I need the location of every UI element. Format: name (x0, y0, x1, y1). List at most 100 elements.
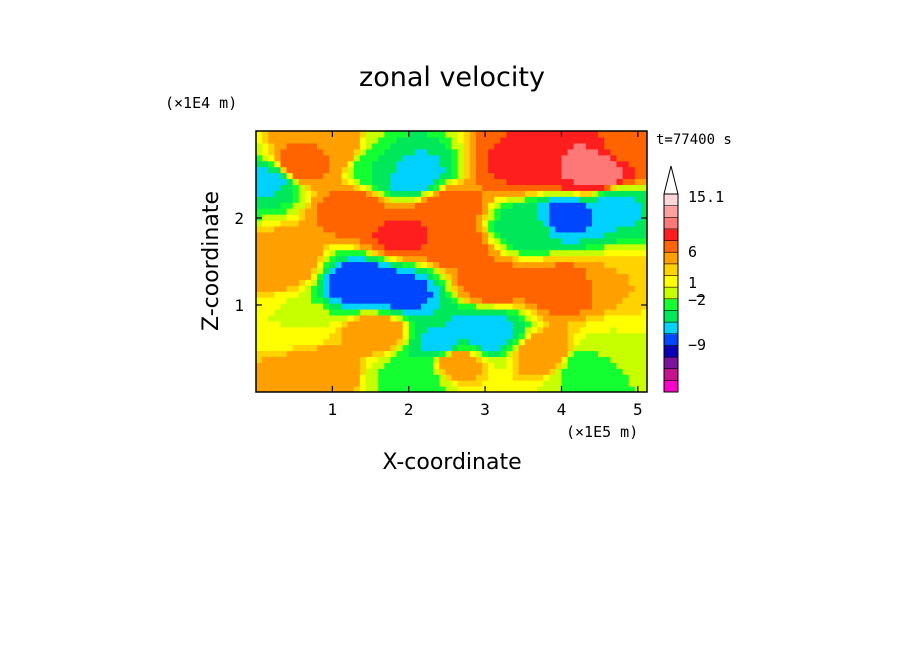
heatmap-cell (304, 178, 312, 185)
heatmap-cell (323, 362, 330, 369)
heatmap-cell (384, 314, 392, 322)
heatmap-cell (488, 202, 495, 209)
heatmap-cell (488, 154, 495, 162)
heatmap-cell (451, 362, 459, 369)
heatmap-cell (622, 219, 630, 227)
heatmap-cell (506, 136, 514, 144)
heatmap-cell (604, 332, 611, 340)
heatmap-cell (530, 225, 538, 233)
heatmap-cell (433, 320, 440, 328)
heatmap-cell (317, 231, 324, 239)
heatmap-cell (524, 332, 532, 340)
heatmap-cell (616, 308, 624, 316)
heatmap-cell (518, 314, 526, 322)
heatmap-cell (298, 249, 306, 257)
heatmap-cell (500, 332, 508, 340)
heatmap-cell (359, 208, 367, 215)
heatmap-cell (378, 320, 385, 328)
heatmap-cell (414, 303, 422, 310)
heatmap-cell (598, 255, 605, 263)
heatmap-cell (433, 273, 440, 280)
heatmap-cell (512, 320, 520, 328)
heatmap-cell (494, 350, 501, 358)
heatmap-cell (274, 202, 282, 209)
heatmap-cell (494, 142, 501, 150)
heatmap-cell (286, 386, 294, 392)
heatmap-cell (494, 166, 501, 174)
heatmap-cell (439, 386, 446, 392)
heatmap-cell (537, 136, 544, 144)
heatmap-cell (537, 297, 544, 304)
heatmap-cell (390, 368, 398, 375)
heatmap-cell (433, 131, 440, 138)
heatmap-cell (433, 142, 440, 150)
heatmap-cell (524, 386, 532, 392)
heatmap-cell (610, 350, 618, 358)
heatmap-cell (500, 208, 508, 215)
heatmap-cell (347, 225, 355, 233)
heatmap-cell (408, 214, 416, 221)
heatmap-cell (457, 344, 465, 352)
heatmap-cell (402, 356, 410, 363)
heatmap-cell (414, 214, 422, 221)
heatmap-cell (347, 172, 355, 180)
heatmap-cell (445, 214, 453, 221)
heatmap-cell (408, 154, 416, 162)
heatmap-cell (530, 350, 538, 358)
heatmap-cell (592, 291, 599, 298)
heatmap-cell (323, 291, 330, 298)
heatmap-cell (457, 261, 465, 269)
heatmap-cell (372, 202, 379, 209)
heatmap-cell (512, 344, 520, 352)
heatmap-cell (640, 279, 647, 286)
heatmap-cell (329, 172, 337, 180)
heatmap-cell (256, 279, 263, 286)
heatmap-cell (310, 285, 318, 292)
heatmap-cell (317, 350, 324, 358)
heatmap-cell (573, 303, 581, 310)
heatmap-cell (512, 326, 520, 334)
heatmap-cell (445, 261, 453, 269)
heatmap-cell (634, 303, 642, 310)
heatmap-cell (628, 131, 636, 138)
heatmap-cell (482, 344, 489, 352)
heatmap-cell (524, 308, 532, 316)
heatmap-cell (427, 208, 434, 215)
heatmap-cell (500, 148, 508, 156)
heatmap-cell (585, 154, 593, 162)
heatmap-cell (408, 332, 416, 340)
heatmap-cell (414, 344, 422, 352)
heatmap-cell (408, 320, 416, 328)
heatmap-cell (463, 291, 471, 298)
heatmap-cell (488, 273, 495, 280)
heatmap-cell (353, 255, 361, 263)
heatmap-cell (549, 136, 556, 144)
colorbar-segment (664, 275, 678, 288)
heatmap-cell (457, 386, 465, 392)
heatmap-cell (640, 196, 647, 203)
heatmap-cell (530, 380, 538, 387)
heatmap-cell (274, 166, 282, 174)
heatmap-cell (488, 297, 495, 304)
heatmap-cell (561, 154, 569, 162)
heatmap-cell (268, 208, 275, 215)
heatmap-cell (561, 219, 569, 227)
heatmap-cell (506, 386, 514, 392)
heatmap-cell (506, 297, 514, 304)
heatmap-cell (408, 273, 416, 280)
heatmap-cell (439, 196, 446, 203)
heatmap-cell (579, 202, 587, 209)
heatmap-cell (530, 148, 538, 156)
heatmap-cell (335, 190, 343, 197)
heatmap-cell (500, 249, 508, 257)
heatmap-cell (390, 326, 398, 334)
heatmap-cell (475, 285, 483, 292)
heatmap-cell (585, 285, 593, 292)
heatmap-cell (463, 338, 471, 346)
heatmap-cell (268, 273, 275, 280)
heatmap-cell (500, 362, 508, 369)
heatmap-cell (359, 184, 367, 191)
heatmap-cell (610, 136, 618, 144)
heatmap-cell (585, 172, 593, 180)
heatmap-cell (512, 196, 520, 203)
